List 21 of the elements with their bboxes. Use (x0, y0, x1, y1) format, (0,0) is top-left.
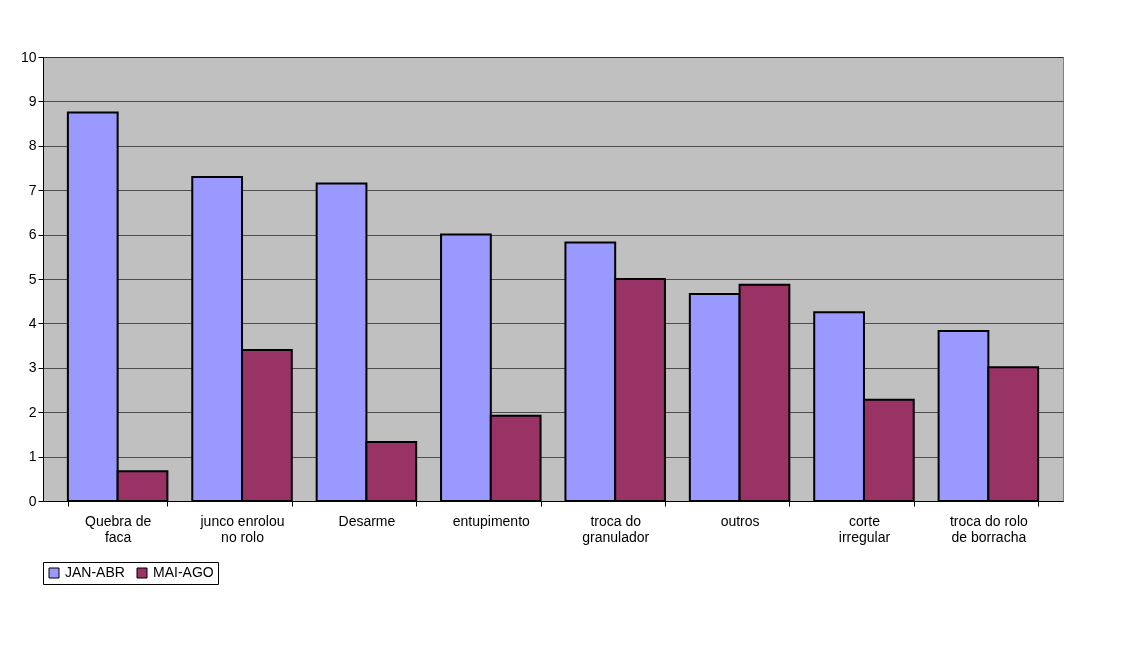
y-tick-label: 2 (28, 403, 37, 420)
y-tick-label: 4 (28, 314, 37, 331)
y-tick-label: 9 (28, 92, 37, 109)
x-tick-label: troca do granulador (582, 512, 650, 545)
y-tick-label: 0 (28, 492, 37, 509)
y-tick-label: 7 (28, 181, 37, 198)
legend-label: JAN-ABR (65, 564, 125, 580)
x-tick-label: entupimento (452, 512, 531, 529)
x-tick-label: corte irregular (838, 512, 891, 545)
y-tick-label: 10 (20, 48, 37, 65)
y-tick-label: 3 (28, 359, 37, 376)
x-tick-label: outros (720, 512, 760, 529)
x-tick-label: Desarme (338, 512, 396, 529)
y-tick-label: 6 (28, 226, 37, 243)
x-tick-label: troca do rolo de borracha (949, 512, 1028, 545)
y-tick-label: 1 (28, 448, 37, 465)
legend-label: MAI-AGO (153, 564, 214, 580)
x-tick-label: junco enrolou no rolo (199, 512, 285, 545)
y-tick-label: 8 (28, 137, 37, 154)
y-tick-label: 5 (28, 270, 37, 287)
x-tick-label: Quebra de faca (85, 512, 152, 545)
